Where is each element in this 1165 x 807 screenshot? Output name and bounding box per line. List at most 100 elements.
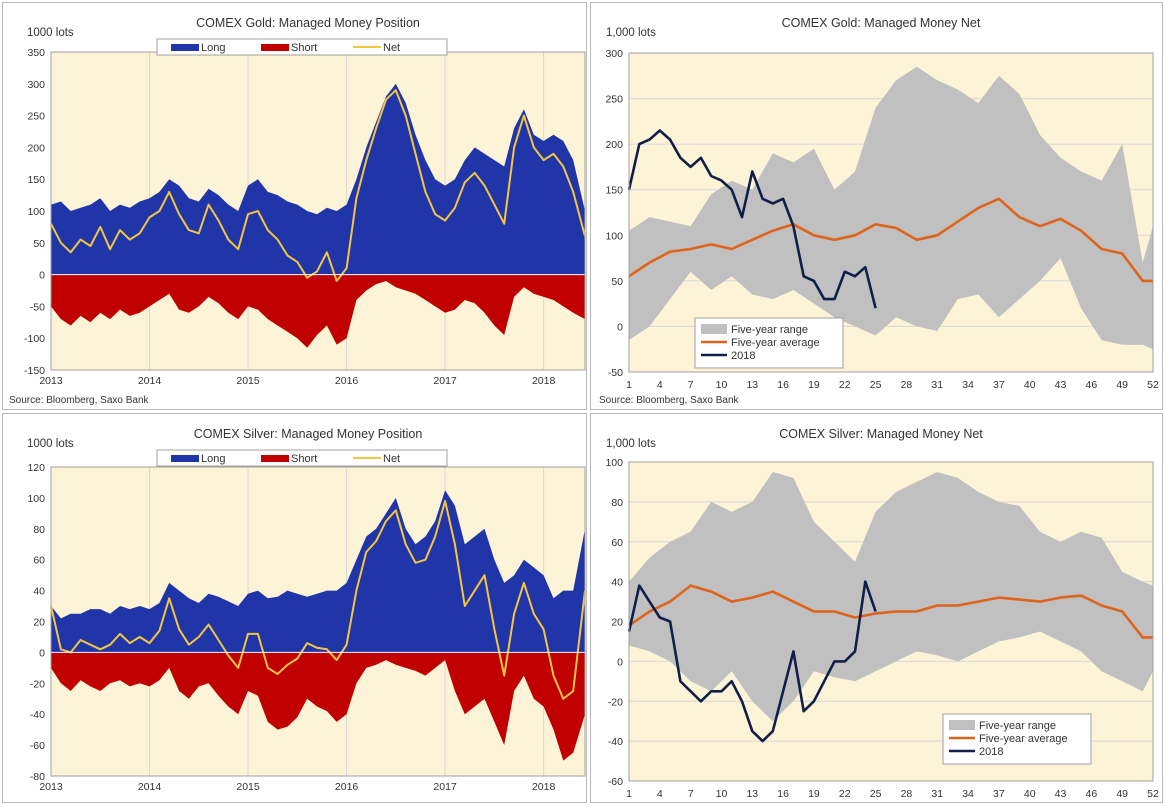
y-tick-label: -100 xyxy=(24,333,45,345)
silver-position-panel: -80 -60 -40 -20 0 20 40 60 80 100 120 2013 2014 2015 2… xyxy=(2,413,587,803)
x-tick-label: 34 xyxy=(962,788,974,800)
y-tick-label: 80 xyxy=(33,524,45,536)
y-tick-label: 250 xyxy=(27,111,45,123)
x-tick-label: 28 xyxy=(901,788,913,800)
chart-title: COMEX Silver: Managed Money Position xyxy=(194,427,423,441)
y-tick-label: 100 xyxy=(27,493,45,505)
legend-label-net: Net xyxy=(383,453,400,465)
x-tick-label: 2017 xyxy=(433,375,457,387)
series-area-short xyxy=(51,274,585,348)
y-tick-label: 350 xyxy=(27,47,45,59)
y-tick-label: 100 xyxy=(605,230,623,242)
y-tick-label: 80 xyxy=(611,497,623,509)
y-tick-label: 150 xyxy=(27,174,45,186)
y-tick-label: 200 xyxy=(27,142,45,154)
y-tick-label: -20 xyxy=(608,696,623,708)
series-line-five-year-average xyxy=(628,584,1153,639)
x-tick-label: 2013 xyxy=(39,375,63,387)
x-tick-label: 19 xyxy=(808,788,820,800)
x-tick-label: 19 xyxy=(808,379,820,391)
source-label: Source: Bloomberg, Saxo Bank xyxy=(9,395,150,406)
x-tick-label: 49 xyxy=(1116,788,1128,800)
x-tick-label: 28 xyxy=(901,379,913,391)
series-area-short xyxy=(51,652,585,761)
x-tick-label: 10 xyxy=(716,788,728,800)
unit-label: 1000 lots xyxy=(27,438,74,450)
y-tick-label: 0 xyxy=(617,321,623,333)
x-tick-label: 1 xyxy=(626,788,632,800)
x-tick-label: 7 xyxy=(688,788,694,800)
x-tick-label: 4 xyxy=(657,788,663,800)
legend-swatch-short xyxy=(261,44,289,51)
x-tick-label: 13 xyxy=(746,379,758,391)
x-tick-label: 16 xyxy=(777,379,789,391)
series-band-five-year-range xyxy=(629,66,1153,350)
y-tick-label: 60 xyxy=(33,555,45,567)
y-tick-label: 50 xyxy=(33,238,45,250)
x-tick-label: 40 xyxy=(1024,379,1036,391)
x-tick-label: 34 xyxy=(962,379,974,391)
y-tick-label: 300 xyxy=(27,79,45,91)
series-line-2018 xyxy=(627,129,877,309)
x-tick-label: 43 xyxy=(1055,379,1067,391)
plot-frame xyxy=(628,461,1154,782)
y-tick-label: -40 xyxy=(30,709,45,721)
x-tick-label: 13 xyxy=(746,788,758,800)
x-tick-label: 2017 xyxy=(433,781,457,793)
y-tick-label: 40 xyxy=(33,586,45,598)
x-tick-label: 2016 xyxy=(335,781,359,793)
y-tick-label: -50 xyxy=(608,367,623,379)
y-tick-label: -20 xyxy=(30,678,45,690)
gold-position-chart: -150 -100 -50 0 50 100 150 200 250 300 350 2013 2014… xyxy=(9,16,586,406)
series-line-five-year-average xyxy=(628,197,1153,283)
plot-frame xyxy=(628,52,1154,373)
x-tick-label: 37 xyxy=(993,788,1005,800)
legend-box xyxy=(156,449,448,467)
x-tick-label: 46 xyxy=(1086,379,1098,391)
legend-label-five-year-range: Five-year range xyxy=(979,720,1056,732)
x-tick-label: 2015 xyxy=(236,781,260,793)
legend-label-2018: 2018 xyxy=(731,350,755,362)
x-tick-label: 31 xyxy=(931,788,943,800)
x-tick-label: 46 xyxy=(1086,788,1098,800)
x-tick-label: 2013 xyxy=(39,781,63,793)
unit-label: 1000 lots xyxy=(27,27,74,39)
x-tick-label: 2018 xyxy=(532,375,556,387)
x-tick-label: 2018 xyxy=(532,781,556,793)
source-label: Source: Bloomberg, Saxo Bank xyxy=(599,395,740,406)
x-tick-label: 25 xyxy=(870,788,882,800)
y-tick-label: -40 xyxy=(608,736,623,748)
y-tick-label: 60 xyxy=(611,537,623,549)
legend-box xyxy=(156,38,448,56)
y-tick-label: 150 xyxy=(605,185,623,197)
y-tick-label: 200 xyxy=(605,139,623,151)
legend-label-net: Net xyxy=(383,42,400,54)
x-tick-label: 22 xyxy=(839,379,851,391)
y-tick-label: -80 xyxy=(30,771,45,783)
y-tick-label: 0 xyxy=(39,270,45,282)
y-tick-label: -60 xyxy=(30,740,45,752)
y-tick-label: 0 xyxy=(39,647,45,659)
y-tick-label: 0 xyxy=(617,656,623,668)
x-tick-label: 25 xyxy=(870,379,882,391)
y-tick-label: 100 xyxy=(605,457,623,469)
chart-title: COMEX Silver: Managed Money Net xyxy=(779,427,983,441)
y-tick-label: -60 xyxy=(608,776,623,788)
y-tick-label: 20 xyxy=(33,617,45,629)
x-tick-label: 2016 xyxy=(335,375,359,387)
series-line-2018 xyxy=(627,580,877,743)
y-tick-label: 50 xyxy=(611,276,623,288)
x-tick-label: 52 xyxy=(1147,379,1159,391)
x-tick-label: 31 xyxy=(931,379,943,391)
series-line-net xyxy=(50,500,586,700)
unit-label: 1,000 lots xyxy=(606,438,656,450)
series-area-long xyxy=(51,83,585,275)
legend-swatch-long xyxy=(171,44,199,51)
x-tick-label: 22 xyxy=(839,788,851,800)
unit-label: 1,000 lots xyxy=(606,27,656,39)
gold-position-panel: -150 -100 -50 0 50 100 150 200 250 300 350 2013 2014… xyxy=(2,2,587,410)
legend-swatch-five-year-range xyxy=(949,720,975,730)
silver-position-chart: -80 -60 -40 -20 0 20 40 60 80 100 120 2013 2014 2015 2… xyxy=(27,427,586,793)
series-band-five-year-range xyxy=(629,472,1153,722)
x-tick-label: 2014 xyxy=(138,781,162,793)
